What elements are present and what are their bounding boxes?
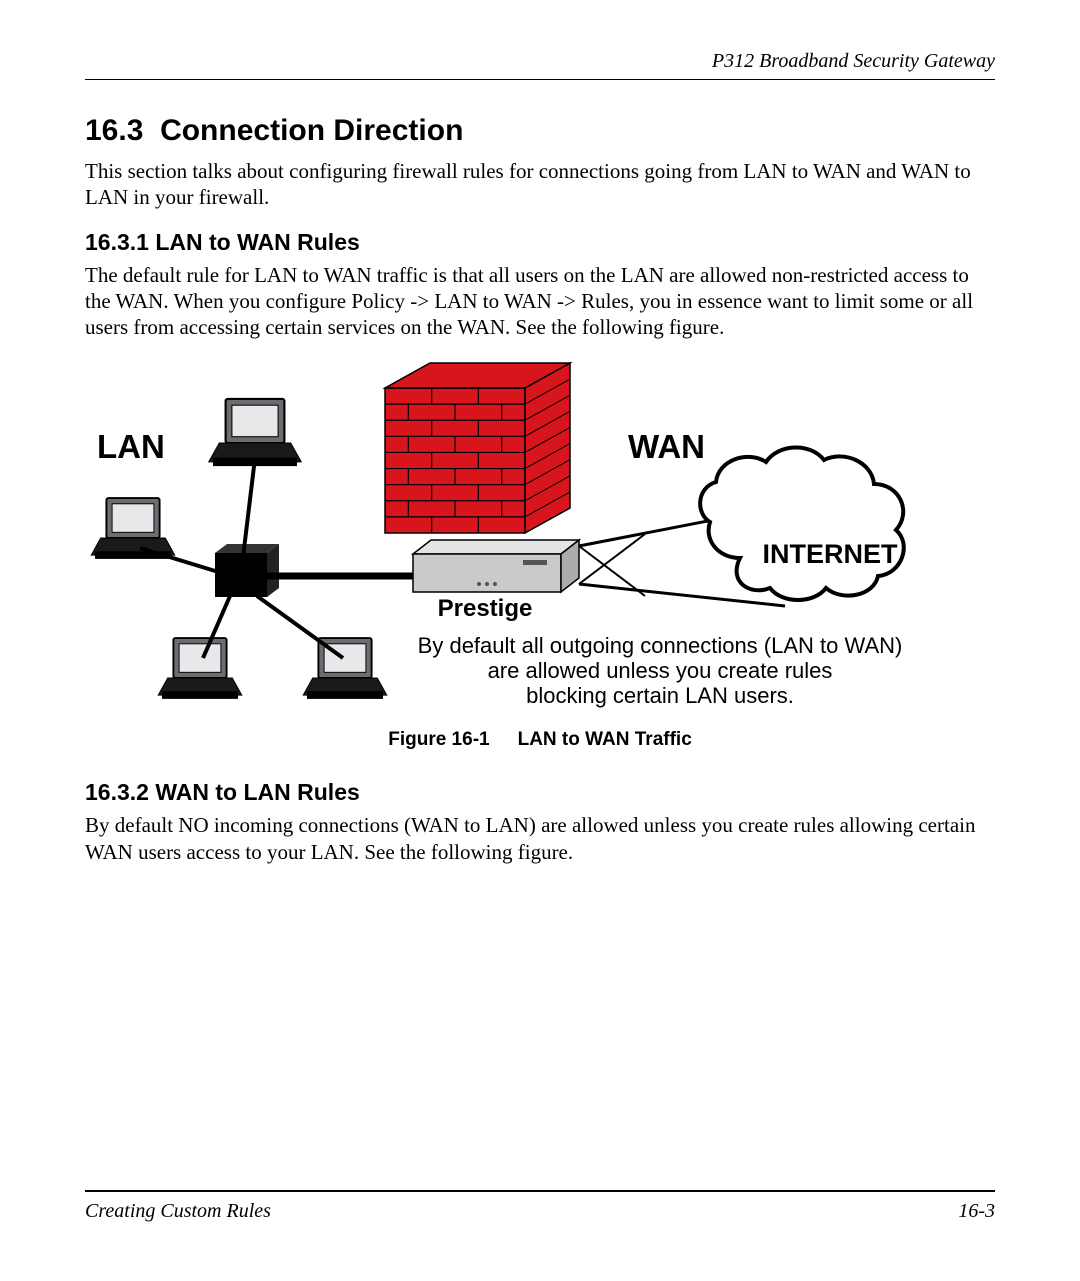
footer-right: 16-3 — [958, 1200, 995, 1223]
svg-text:blocking certain LAN users.: blocking certain LAN users. — [526, 683, 794, 708]
figure-lan-wan: LAN WAN Prestige INTERNET By default all out… — [85, 358, 945, 723]
header-product: P312 Broadband Security Gateway — [85, 50, 995, 80]
figure-caption: Figure 16-1 LAN to WAN Traffic — [85, 729, 995, 751]
svg-text:LAN: LAN — [97, 428, 165, 465]
lan-wan-diagram: LAN WAN Prestige INTERNET By default all out… — [85, 358, 945, 718]
subsection-2-heading: 16.3.2 WAN to LAN Rules — [85, 779, 995, 806]
svg-text:are allowed unless you create: are allowed unless you create rules — [488, 658, 833, 683]
figure-title: LAN to WAN Traffic — [518, 729, 692, 750]
subsection-1-body: The default rule for LAN to WAN traffic … — [85, 262, 995, 341]
svg-text:Prestige: Prestige — [438, 595, 533, 622]
subsection-2-title: WAN to LAN Rules — [155, 779, 359, 805]
subsection-1-heading: 16.3.1 LAN to WAN Rules — [85, 229, 995, 256]
section-heading: 16.3 Connection Direction — [85, 114, 995, 148]
subsection-1-number: 16.3.1 — [85, 229, 149, 255]
section-number: 16.3 — [85, 114, 143, 147]
footer-left: Creating Custom Rules — [85, 1200, 271, 1223]
section-title-text: Connection Direction — [160, 114, 463, 147]
subsection-1-title: LAN to WAN Rules — [155, 229, 359, 255]
svg-text:By default all outgoing connec: By default all outgoing connections (LAN… — [418, 633, 903, 658]
subsection-2-number: 16.3.2 — [85, 779, 149, 805]
section-intro: This section talks about configuring fir… — [85, 158, 995, 211]
subsection-2-body: By default NO incoming connections (WAN … — [85, 812, 995, 865]
svg-text:INTERNET: INTERNET — [763, 539, 899, 569]
figure-number: Figure 16-1 — [388, 729, 489, 750]
svg-text:WAN: WAN — [628, 428, 705, 465]
